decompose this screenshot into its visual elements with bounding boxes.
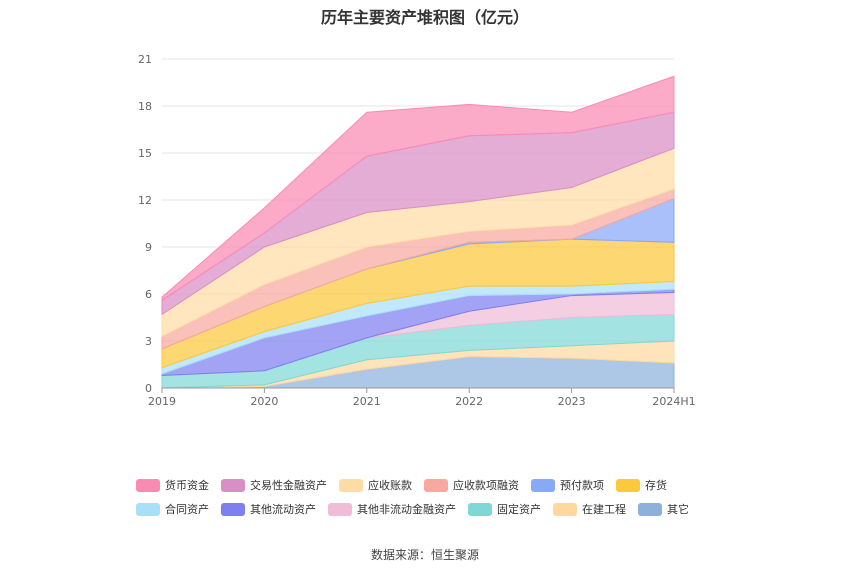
- legend-item[interactable]: 存货: [616, 477, 667, 493]
- legend-swatch: [221, 478, 245, 492]
- legend-swatch: [136, 478, 160, 492]
- legend-item[interactable]: 应收账款: [339, 477, 412, 493]
- legend-item[interactable]: 在建工程: [553, 501, 626, 517]
- x-tick-label: 2019: [148, 395, 176, 408]
- legend-row: 货币资金 交易性金融资产 应收账款 应收款项融资 预付款项 存货: [136, 473, 736, 497]
- legend-item[interactable]: 其他非流动金融资产: [328, 501, 456, 517]
- x-tick-label: 2022: [455, 395, 483, 408]
- data-source: 数据来源：恒生聚源: [370, 548, 479, 562]
- legend-label: 其他流动资产: [250, 503, 316, 516]
- x-tick-label: 2020: [250, 395, 278, 408]
- legend-swatch: [221, 502, 245, 516]
- chart-title: 历年主要资产堆积图（亿元）: [320, 8, 529, 27]
- legend-swatch: [328, 502, 352, 516]
- legend-item[interactable]: 合同资产: [136, 501, 209, 517]
- legend-row: 合同资产 其他流动资产 其他非流动金融资产 固定资产 在建工程 其它: [136, 497, 736, 521]
- legend-label: 其他非流动金融资产: [357, 503, 456, 516]
- legend-swatch: [638, 502, 662, 516]
- legend-swatch: [616, 478, 640, 492]
- y-tick-label: 21: [138, 53, 152, 66]
- x-tick-label: 2021: [353, 395, 381, 408]
- legend-swatch: [424, 478, 448, 492]
- legend-item[interactable]: 应收款项融资: [424, 477, 519, 493]
- chart-legend: 货币资金 交易性金融资产 应收账款 应收款项融资 预付款项 存货合同资产 其他流动资产 其他非…: [136, 473, 736, 521]
- legend-label: 交易性金融资产: [250, 479, 327, 492]
- y-tick-label: 12: [138, 194, 152, 207]
- legend-label: 在建工程: [582, 503, 626, 516]
- legend-swatch: [136, 502, 160, 516]
- legend-label: 货币资金: [165, 479, 209, 492]
- legend-label: 预付款项: [560, 479, 604, 492]
- x-tick-label: 2023: [558, 395, 586, 408]
- legend-item[interactable]: 预付款项: [531, 477, 604, 493]
- legend-item[interactable]: 交易性金融资产: [221, 477, 327, 493]
- legend-label: 应收账款: [368, 479, 412, 492]
- legend-item[interactable]: 货币资金: [136, 477, 209, 493]
- legend-item[interactable]: 其它: [638, 501, 689, 517]
- legend-item[interactable]: 固定资产: [468, 501, 541, 517]
- legend-label: 合同资产: [165, 503, 209, 516]
- legend-swatch: [468, 502, 492, 516]
- y-tick-label: 0: [145, 382, 152, 395]
- y-tick-label: 9: [145, 241, 152, 254]
- y-tick-label: 15: [138, 147, 152, 160]
- x-tick-label: 2024H1: [652, 395, 695, 408]
- y-tick-label: 3: [145, 335, 152, 348]
- y-tick-label: 6: [145, 288, 152, 301]
- legend-swatch: [339, 478, 363, 492]
- legend-label: 存货: [645, 479, 667, 492]
- legend-label: 固定资产: [497, 503, 541, 516]
- legend-label: 应收款项融资: [453, 479, 519, 492]
- area-series-11[interactable]: [161, 75, 675, 302]
- legend-item[interactable]: 其他流动资产: [221, 501, 316, 517]
- legend-label: 其它: [667, 503, 689, 516]
- legend-swatch: [531, 478, 555, 492]
- y-tick-label: 18: [138, 100, 152, 113]
- legend-swatch: [553, 502, 577, 516]
